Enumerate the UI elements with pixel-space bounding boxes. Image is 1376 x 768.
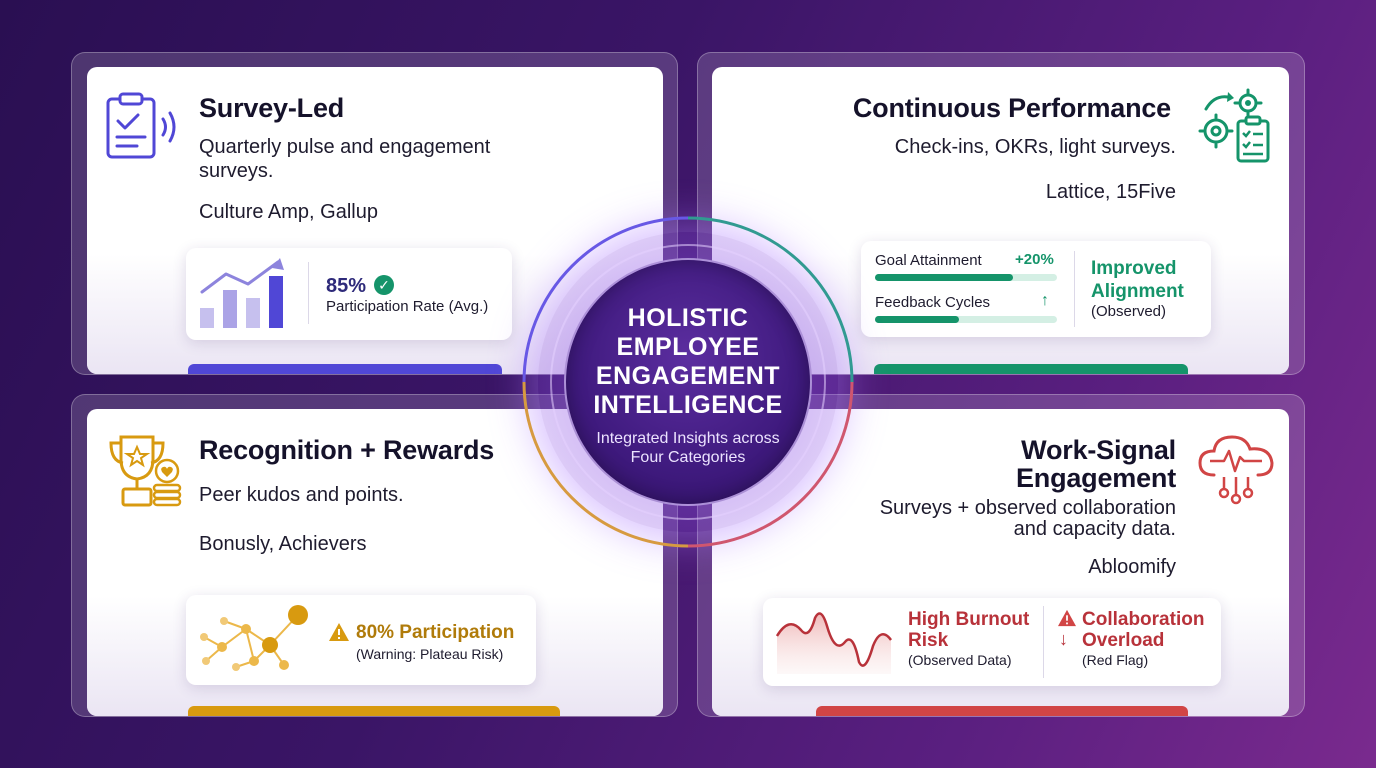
recognition-warning: (Warning: Plateau Risk) <box>356 646 504 662</box>
hub-title-1: HOLISTIC <box>627 304 749 332</box>
hub-subtitle-2: Four Categories <box>630 449 746 466</box>
hub-title-2: EMPLOYEE <box>616 333 760 361</box>
hub-subtitle-1: Integrated Insights across <box>596 430 780 447</box>
burnout-risk-1: High Burnout <box>908 609 1030 630</box>
worksignal-metric-card: High Burnout Risk (Observed Data) ↓ Coll… <box>763 598 1221 686</box>
improved-alignment-1: Improved <box>1091 258 1177 279</box>
feedback-cycles-fill <box>875 316 959 323</box>
gears-clipboard-icon <box>1198 88 1270 163</box>
worksignal-title-1: Work-Signal <box>1021 435 1176 465</box>
survey-accent-bar <box>188 364 502 374</box>
check-circle-icon: ✓ <box>374 275 394 295</box>
arrow-down-icon: ↓ <box>1059 629 1068 649</box>
hub-outer-ring <box>522 216 854 548</box>
recognition-accent-bar <box>188 706 560 716</box>
performance-accent-bar <box>874 364 1188 374</box>
survey-led-title: Survey-Led <box>199 93 345 123</box>
improved-alignment-note: (Observed) <box>1091 303 1167 320</box>
bar-growth-icon <box>200 258 284 328</box>
burnout-risk-2: Risk <box>908 630 949 651</box>
performance-metric-card: Goal Attainment +20% Feedback Cycles ↑ I… <box>861 241 1211 337</box>
survey-metric-card: 85% ✓ Participation Rate (Avg.) <box>186 248 512 340</box>
performance-vendors: Lattice, 15Five <box>1045 181 1176 203</box>
worksignal-title-2: Engagement <box>1015 463 1176 493</box>
participation-value: 85% <box>326 275 367 297</box>
recognition-title: Recognition + Rewards <box>199 435 495 465</box>
goal-attainment-label: Goal Attainment <box>875 252 982 269</box>
recognition-participation: 80% Participation <box>356 622 515 643</box>
clipboard-check-icon <box>106 92 176 159</box>
goal-attainment-delta: +20% <box>1015 251 1054 268</box>
feedback-cycles-bar <box>875 316 1057 323</box>
performance-title: Continuous Performance <box>852 93 1171 123</box>
hub-core <box>564 258 812 506</box>
goal-attainment-fill <box>875 274 1014 281</box>
feedback-cycles-label: Feedback Cycles <box>875 294 991 311</box>
performance-desc: Check-ins, OKRs, light surveys. <box>894 136 1176 158</box>
improved-alignment-2: Alignment <box>1091 281 1184 302</box>
recognition-metric-card: 80% Participation (Warning: Plateau Risk… <box>186 595 536 685</box>
goal-attainment-bar <box>875 274 1057 281</box>
survey-led-desc-2: surveys. <box>199 160 274 182</box>
survey-led-desc-1: Quarterly pulse and engagement <box>199 136 491 158</box>
collab-overload-1: Collaboration <box>1082 609 1205 630</box>
warning-icon <box>329 623 349 641</box>
warning-red-icon <box>1058 609 1076 627</box>
collab-overload-2: Overload <box>1082 630 1165 651</box>
recognition-vendors: Bonusly, Achievers <box>199 533 367 555</box>
worksignal-vendors: Abloomify <box>1088 556 1176 578</box>
survey-led-vendors: Culture Amp, Gallup <box>199 201 378 223</box>
network-nodes-icon <box>200 605 308 671</box>
hub-title-3: ENGAGEMENT <box>595 362 781 390</box>
burnout-note: (Observed Data) <box>908 652 1012 668</box>
recognition-desc: Peer kudos and points. <box>199 484 404 506</box>
worksignal-accent-bar <box>816 706 1188 716</box>
collab-note: (Red Flag) <box>1082 652 1149 668</box>
participation-label: Participation Rate (Avg.) <box>326 298 489 315</box>
hub-title-4: INTELLIGENCE <box>593 391 783 419</box>
hub: HOLISTIC EMPLOYEE ENGAGEMENT INTELLIGENC… <box>518 212 858 552</box>
trophy-coins-icon <box>109 435 182 507</box>
hub-mid-ring <box>550 244 826 520</box>
worksignal-desc-2: and capacity data. <box>1013 518 1176 540</box>
worksignal-desc-1: Surveys + observed collaboration <box>879 497 1176 519</box>
cloud-pulse-icon <box>1198 435 1274 505</box>
burnout-wave-icon <box>775 612 893 674</box>
arrow-up-icon: ↑ <box>1041 292 1049 309</box>
